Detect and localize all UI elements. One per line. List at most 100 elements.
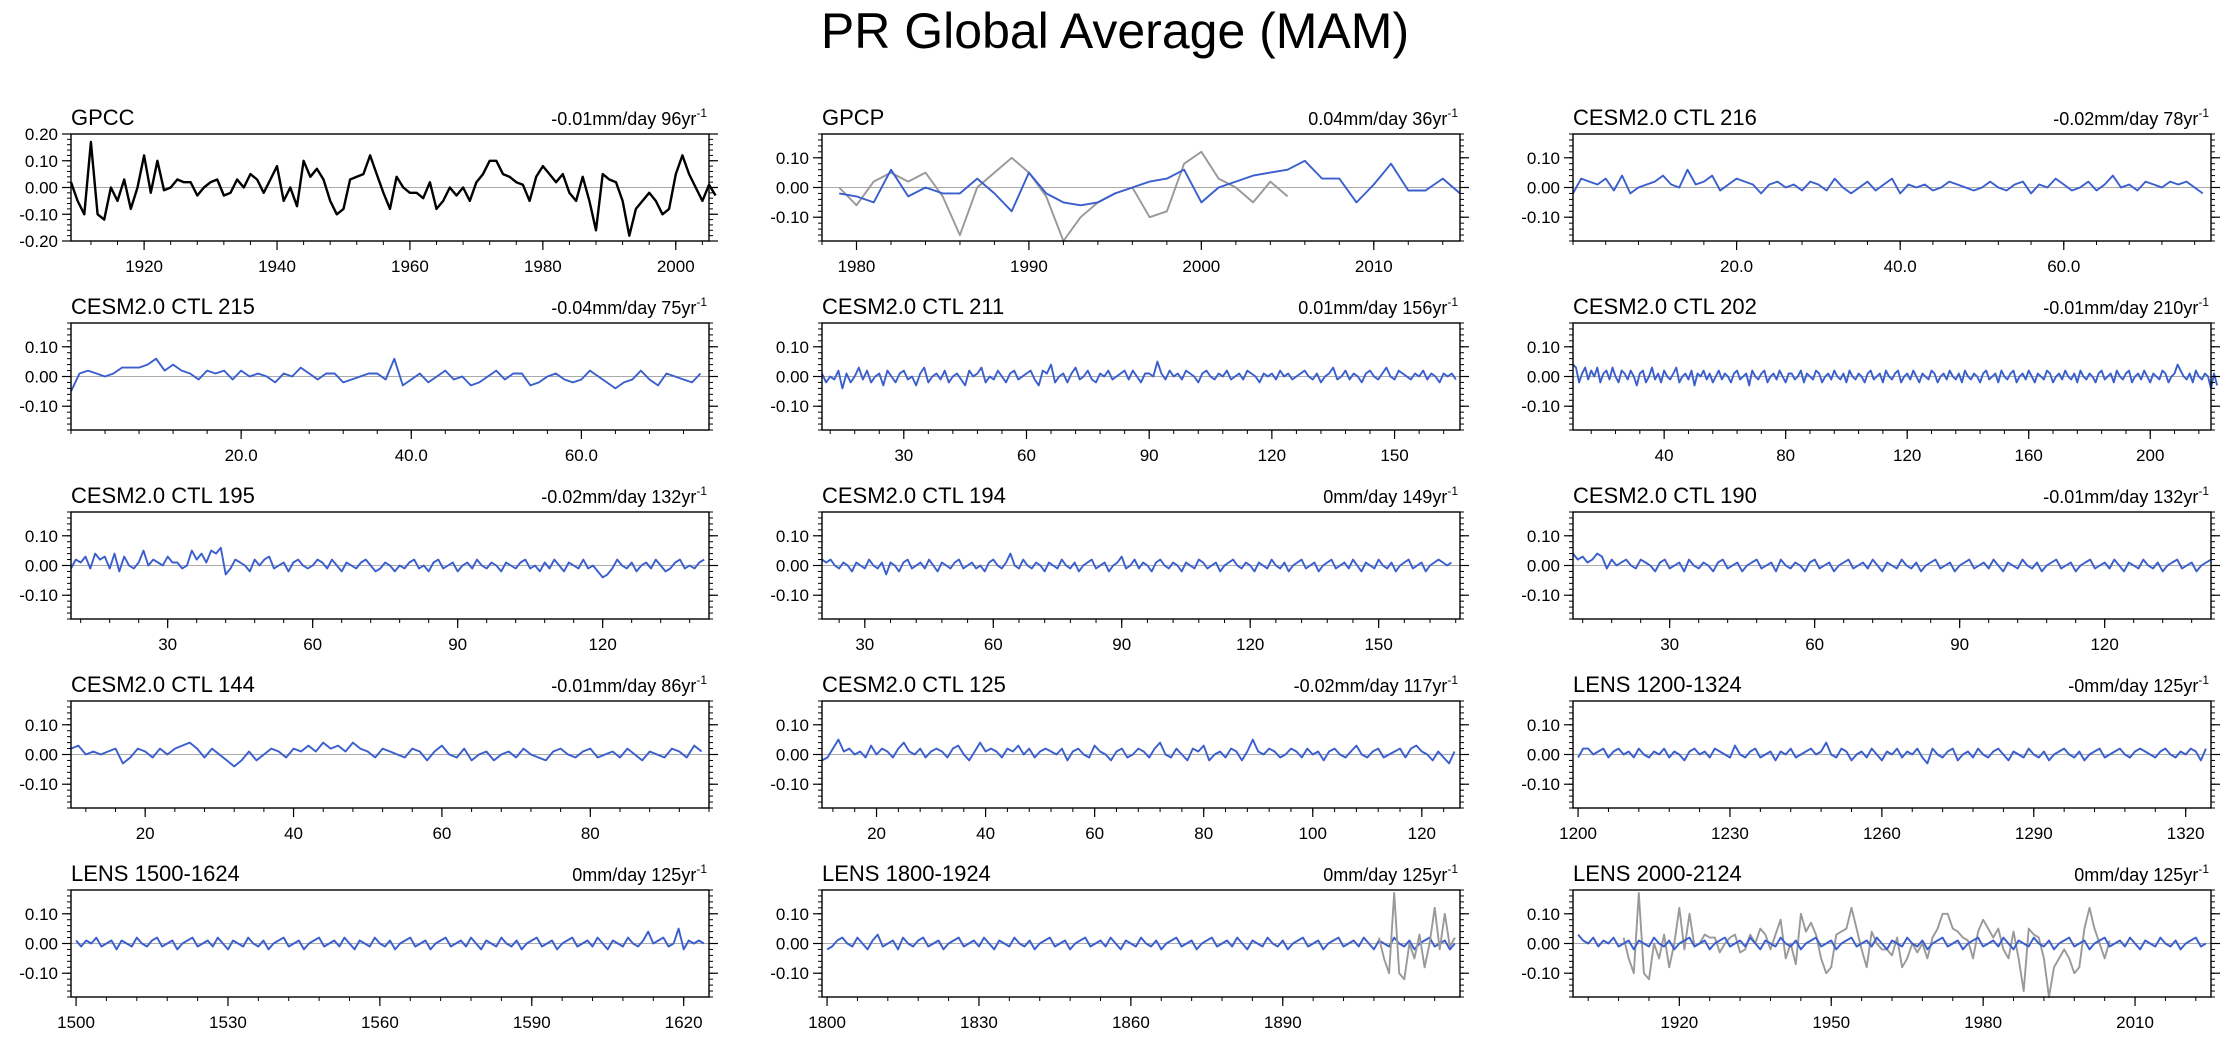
x-tick-label: 1560 — [361, 1013, 399, 1032]
x-tick-label: 150 — [1380, 446, 1408, 465]
series-line — [75, 927, 705, 951]
panel-trend-exponent: -1 — [1447, 862, 1458, 876]
x-tick-label: 1230 — [1711, 824, 1749, 843]
panel-title: GPCC — [71, 105, 135, 130]
panel-trend: 0mm/day 125yr-1 — [1323, 862, 1458, 885]
x-tick-label: 100 — [1299, 824, 1327, 843]
y-tick-label: 0.10 — [776, 905, 809, 924]
y-tick-label: 0.10 — [1527, 527, 1560, 546]
panel-title: GPCP — [822, 105, 884, 130]
y-tick-label: 0.00 — [776, 935, 809, 954]
y-tick-label: -0.10 — [1521, 586, 1560, 605]
panel-3: CESM2.0 CTL 216 -0.02mm/day 78yr-1 -0.10 0.… — [1521, 105, 2220, 276]
y-tick-label: 0.10 — [776, 338, 809, 357]
panel-title: CESM2.0 CTL 144 — [71, 672, 255, 697]
x-tick-label: 60 — [1805, 635, 1824, 654]
y-tick-label: 0.00 — [25, 746, 58, 765]
panel-8: CESM2.0 CTL 194 0mm/day 149yr-1 -0.10 0.00 0… — [770, 483, 1469, 654]
y-tick-label: 0.00 — [1527, 935, 1560, 954]
y-tick-label: 0.10 — [776, 149, 809, 168]
panel-trend: -0.01mm/day 96yr-1 — [551, 106, 707, 129]
x-tick-label: 2010 — [2116, 1013, 2154, 1032]
x-tick-label: 1260 — [1863, 824, 1901, 843]
y-tick-label: -0.10 — [19, 397, 58, 416]
series-line — [821, 360, 1457, 390]
y-tick-label: 0.00 — [1527, 368, 1560, 387]
y-tick-label: 0.10 — [25, 716, 58, 735]
panel-trend: 0.04mm/day 36yr-1 — [1308, 106, 1458, 129]
y-tick-label: 0.00 — [25, 935, 58, 954]
series-line — [821, 738, 1456, 765]
panel-trend: -0.02mm/day 132yr-1 — [541, 484, 707, 507]
y-tick-label: 0.00 — [776, 179, 809, 198]
series-line — [70, 741, 703, 768]
x-tick-label: 30 — [855, 635, 874, 654]
series-line — [1577, 741, 2207, 765]
x-tick-label: 1320 — [2167, 824, 2205, 843]
panel-trend-exponent: -1 — [1447, 484, 1458, 498]
y-tick-label: -0.10 — [770, 397, 809, 416]
series-line — [826, 933, 1456, 951]
y-tick-label: -0.10 — [770, 586, 809, 605]
y-tick-label: 0.00 — [1527, 557, 1560, 576]
x-tick-label: 2000 — [1182, 257, 1220, 276]
panel-trend-exponent: -1 — [2198, 106, 2209, 120]
panel-title: LENS 1200-1324 — [1573, 672, 1742, 697]
series-line — [1572, 552, 2212, 573]
x-tick-label: 80 — [581, 824, 600, 843]
x-tick-label: 60.0 — [565, 446, 598, 465]
y-tick-label: -0.20 — [19, 232, 58, 251]
y-tick-label: -0.10 — [19, 586, 58, 605]
x-tick-label: 60 — [303, 635, 322, 654]
y-tick-label: 0.10 — [25, 152, 58, 171]
y-tick-label: 0.00 — [25, 557, 58, 576]
panel-trend-exponent: -1 — [1447, 295, 1458, 309]
series-line — [838, 150, 1289, 242]
x-tick-label: 30 — [158, 635, 177, 654]
panel-trend: 0.01mm/day 156yr-1 — [1298, 295, 1458, 318]
x-tick-label: 1890 — [1264, 1013, 1302, 1032]
series-line — [839, 159, 1461, 213]
panel-title: CESM2.0 CTL 194 — [822, 483, 1006, 508]
x-tick-label: 1940 — [258, 257, 296, 276]
x-tick-label: 60 — [432, 824, 451, 843]
x-tick-label: 20 — [136, 824, 155, 843]
panel-title: CESM2.0 CTL 202 — [1573, 294, 1757, 319]
x-tick-label: 80 — [1194, 824, 1213, 843]
y-tick-label: 0.00 — [25, 368, 58, 387]
x-tick-label: 120 — [2090, 635, 2118, 654]
y-tick-label: -0.10 — [1521, 775, 1560, 794]
x-tick-label: 60 — [1017, 446, 1036, 465]
x-tick-label: 1800 — [808, 1013, 846, 1032]
panel-trend: 0mm/day 125yr-1 — [2074, 862, 2209, 885]
series-line — [1622, 892, 2111, 998]
x-tick-label: 1590 — [513, 1013, 551, 1032]
panel-trend-exponent: -1 — [1447, 106, 1458, 120]
y-tick-label: 0.10 — [25, 527, 58, 546]
y-tick-label: 0.00 — [776, 557, 809, 576]
x-tick-label: 60.0 — [2047, 257, 2080, 276]
y-tick-label: -0.10 — [1521, 397, 1560, 416]
panel-2: GPCP 0.04mm/day 36yr-1 -0.10 0.00 0.10 1980 19… — [770, 105, 1469, 276]
panel-title: LENS 2000-2124 — [1573, 861, 1742, 886]
y-tick-label: 0.10 — [25, 905, 58, 924]
panel-trend-exponent: -1 — [2198, 862, 2209, 876]
panel-14: LENS 1800-1924 0mm/day 125yr-1 -0.10 0.00 0.… — [770, 861, 1469, 1032]
x-tick-label: 1920 — [125, 257, 163, 276]
x-tick-label: 40 — [284, 824, 303, 843]
panel-1: GPCC -0.01mm/day 96yr-1 -0.20 -0.10 0.00 0.10… — [19, 105, 718, 276]
x-tick-label: 1980 — [1964, 1013, 2002, 1032]
series-line — [821, 552, 1452, 576]
x-tick-label: 1990 — [1010, 257, 1048, 276]
x-tick-label: 20.0 — [1720, 257, 1753, 276]
panel-title: CESM2.0 CTL 216 — [1573, 105, 1757, 130]
y-tick-label: 0.00 — [1527, 746, 1560, 765]
x-tick-label: 30 — [1660, 635, 1679, 654]
x-tick-label: 40 — [1655, 446, 1674, 465]
x-tick-label: 200 — [2136, 446, 2164, 465]
x-tick-label: 150 — [1364, 635, 1392, 654]
x-tick-label: 2000 — [657, 257, 695, 276]
y-tick-label: -0.10 — [770, 208, 809, 227]
x-tick-label: 1620 — [665, 1013, 703, 1032]
x-tick-label: 40 — [976, 824, 995, 843]
